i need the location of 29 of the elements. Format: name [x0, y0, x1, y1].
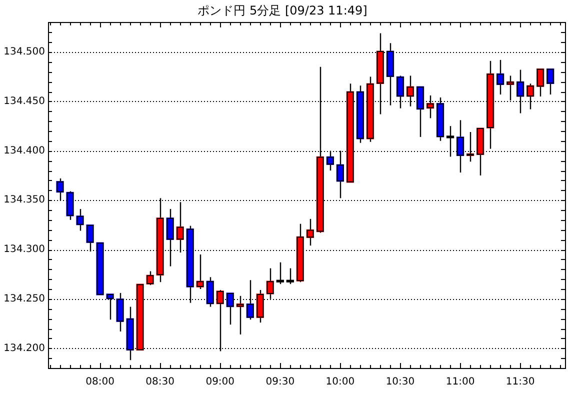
x-tick-label: 10:00	[326, 376, 355, 388]
candlestick	[306, 218, 314, 246]
candlestick	[326, 150, 334, 172]
x-tick-label: 09:30	[266, 376, 295, 388]
y-tick-label: 134.450	[4, 96, 45, 107]
x-tick-label: 11:00	[446, 376, 475, 388]
candlestick	[76, 208, 84, 232]
candlestick	[276, 262, 284, 285]
candlestick	[86, 224, 94, 252]
y-tick-label: 134.500	[4, 46, 45, 58]
candlestick	[146, 270, 154, 286]
y-tick-label: 134.400	[4, 145, 45, 156]
x-tick-label: 08:00	[86, 376, 114, 388]
candlestick	[546, 68, 554, 96]
y-tick-label: 134.200	[4, 342, 45, 354]
chart-title: ポンド円 5分足 [09/23 11:49]	[198, 3, 368, 18]
x-tick-label: 09:00	[206, 376, 235, 388]
candlestick	[446, 125, 454, 158]
x-tick-label: 10:30	[386, 376, 415, 388]
x-tick-label: 08:30	[146, 376, 174, 388]
candlestick	[536, 68, 544, 98]
candlestick	[196, 254, 204, 290]
candlestick	[286, 268, 294, 285]
y-tick-label: 134.300	[4, 244, 45, 256]
y-tick-label: 134.350	[4, 194, 45, 206]
candlestick	[236, 295, 244, 336]
x-tick-label: 11:30	[506, 376, 535, 388]
y-tick-label: 134.250	[4, 293, 45, 304]
candlestick	[496, 59, 504, 96]
